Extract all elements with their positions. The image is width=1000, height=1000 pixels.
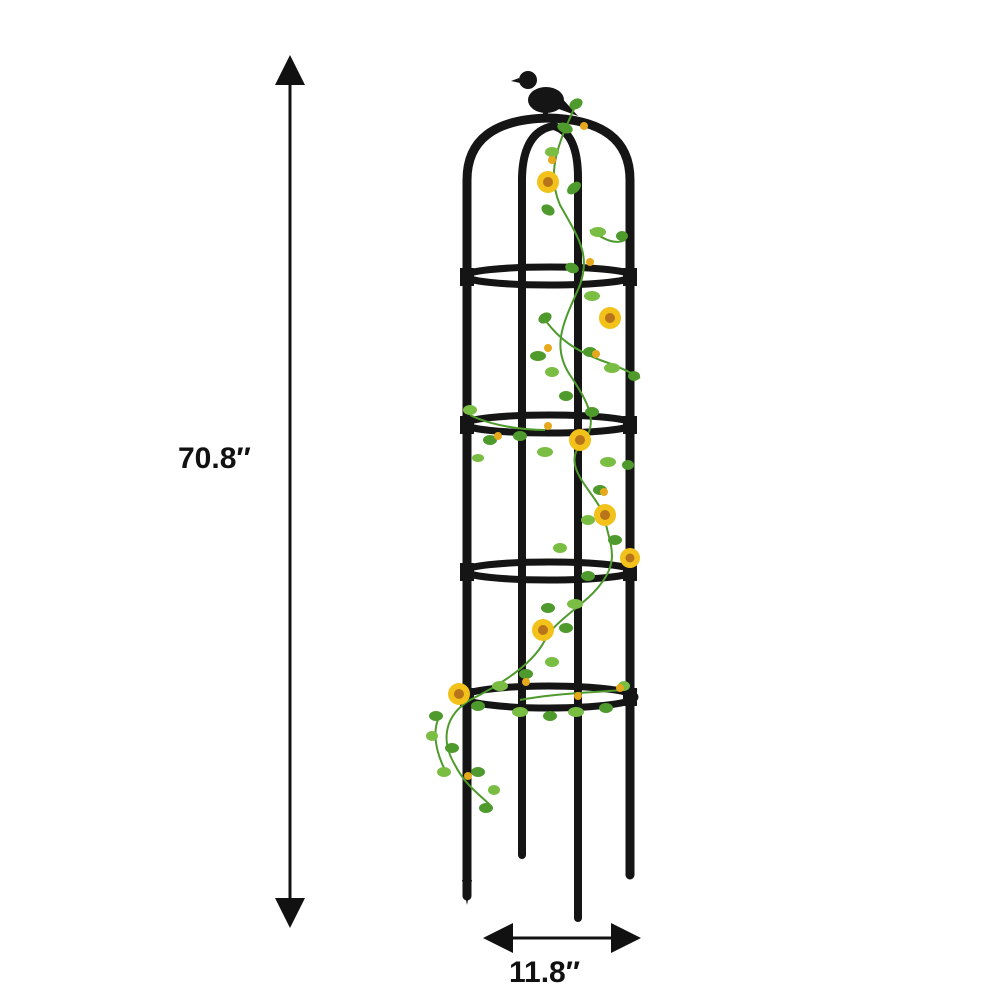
flower-icon	[594, 504, 616, 526]
flower-icon	[532, 619, 554, 641]
dome-arch-inner	[518, 121, 582, 272]
flower-bud-icon	[464, 122, 624, 780]
vine-flowers	[448, 122, 640, 780]
flower-icon	[620, 548, 640, 568]
bird-finial-icon	[511, 71, 578, 122]
climbing-vine	[434, 99, 641, 806]
flower-icon	[599, 307, 621, 329]
flower-icon	[537, 171, 559, 193]
ring-1	[461, 263, 637, 289]
vine-leaves	[426, 98, 640, 813]
dome-arch-outer	[462, 113, 635, 273]
height-dimension-label: 70.8′′	[178, 442, 251, 475]
width-dimension-label: 11.8′′	[509, 956, 581, 989]
flower-icon	[448, 683, 470, 705]
flower-icon	[569, 429, 591, 451]
obelisk-trellis-frame	[459, 113, 639, 922]
